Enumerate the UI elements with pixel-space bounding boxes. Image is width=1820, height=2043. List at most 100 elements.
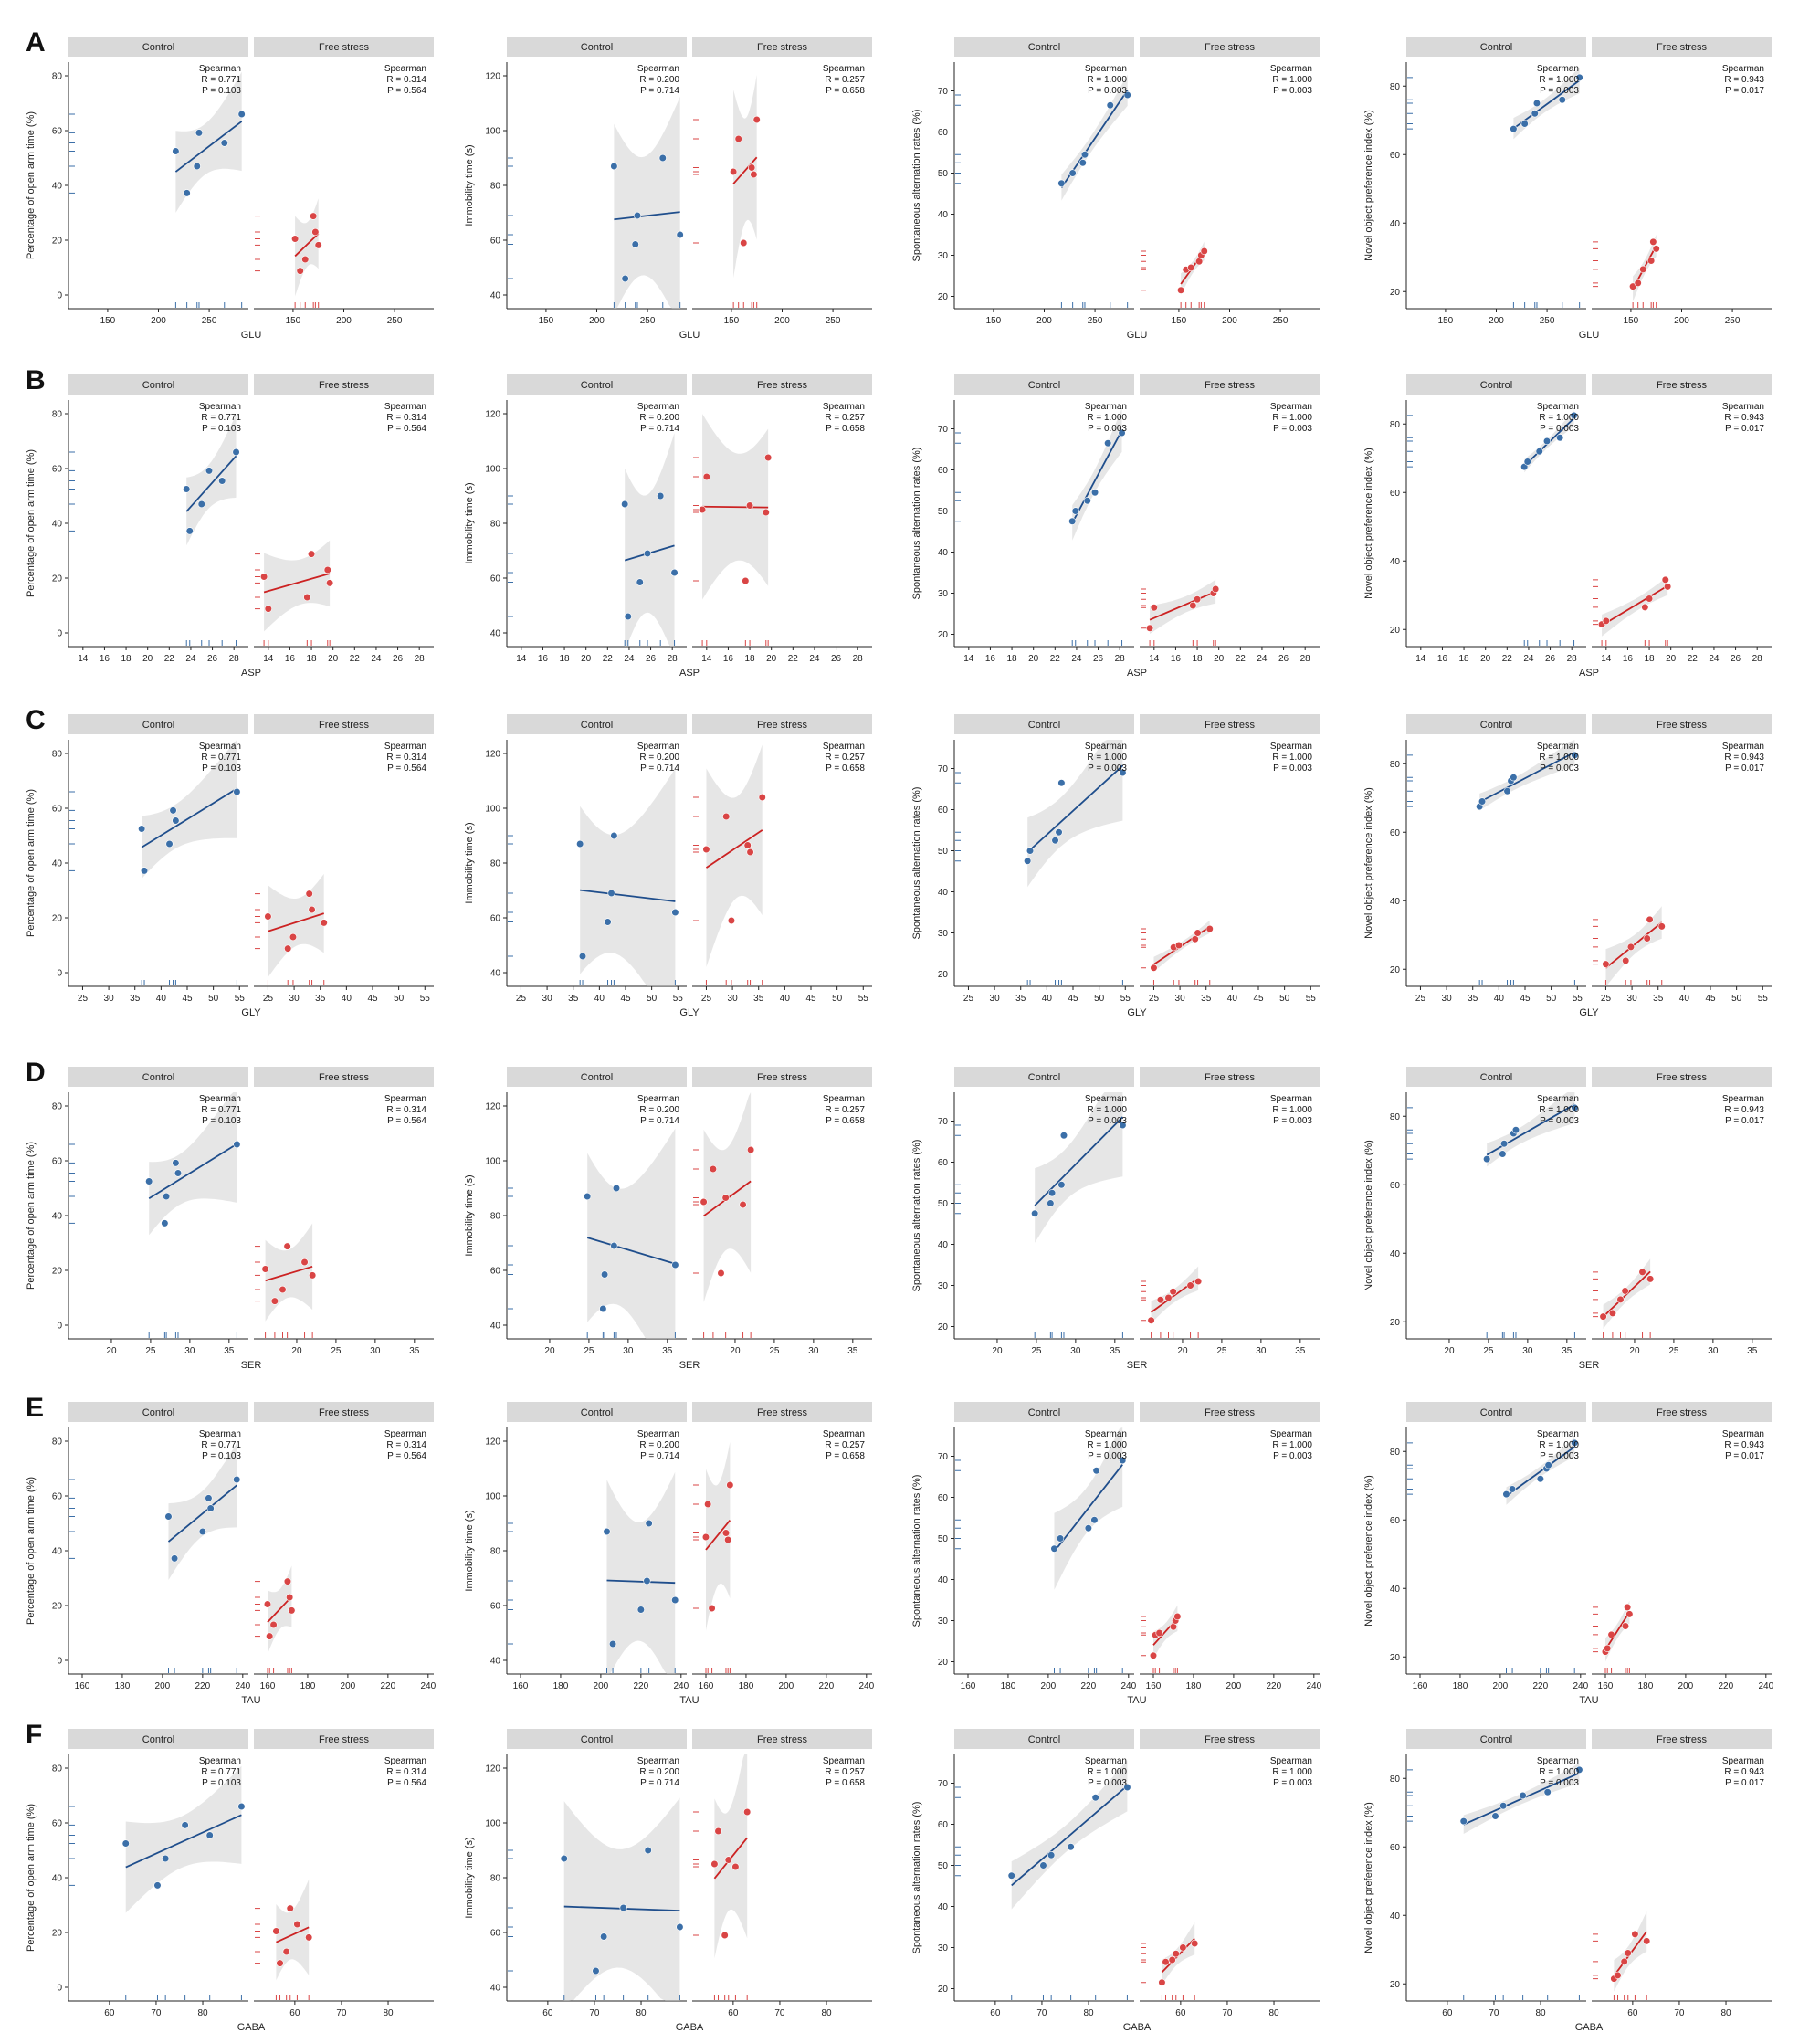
x-tick-label: 55 [235,994,246,1004]
data-point-stress [762,508,770,517]
data-point-control [1118,428,1126,437]
x-tick-label: 60 [990,2008,1001,2018]
x-tick-label: 200 [594,1681,609,1691]
data-point-stress [300,1258,309,1267]
data-point-control [1051,837,1059,845]
data-point-stress [1614,1971,1622,1979]
x-tick-label: 240 [420,1681,436,1691]
data-point-stress [698,505,707,514]
y-tick-label: 0 [57,1657,62,1667]
data-point-stress [702,845,710,854]
data-point-control [599,1304,607,1313]
y-tick-label: 50 [938,507,949,517]
y-tick-label: 40 [52,859,63,869]
stat-header-stress: Spearman [1270,1429,1312,1439]
y-tick-label: 60 [938,1493,949,1503]
stat-p-stress: P = 0.017 [1725,1116,1764,1126]
x-tick-label: 24 [1257,654,1268,664]
stat-r-stress: R = 0.257 [825,1440,865,1450]
data-point-control [1083,497,1091,505]
x-tick-label: 26 [831,654,842,664]
regression-line-stress [705,829,763,869]
stat-header-stress: Spearman [384,64,426,74]
data-point-stress [702,472,710,481]
x-tick-label: 250 [1540,316,1555,326]
facet-label-stress: Free stress [1205,720,1256,731]
facet-label-control: Control [581,1072,613,1083]
x-tick-label: 220 [634,1681,649,1691]
x-tick-label: 80 [821,2008,832,2018]
stat-p-control: P = 0.003 [1088,1116,1127,1126]
data-point-stress [303,593,311,602]
y-axis-title: Novel object preference index (%) [1363,1140,1374,1291]
stat-p-control: P = 0.714 [640,763,679,774]
x-axis-title: ASP [1127,668,1147,679]
data-point-control [165,839,174,848]
data-point-control [1068,169,1077,177]
y-tick-label: 80 [1390,760,1401,770]
data-point-stress [263,1600,272,1608]
regression-line-stress [263,573,331,594]
regression-line-control [125,1814,242,1869]
stat-p-control: P = 0.003 [1540,86,1579,96]
stat-p-stress: P = 0.564 [387,763,426,774]
data-point-control [578,952,587,961]
data-point-control [172,1159,180,1167]
data-point-control [1558,96,1566,104]
data-point-stress [1626,943,1636,951]
facet-label-control: Control [1480,720,1512,731]
data-point-control [560,1854,568,1863]
x-tick-label: 50 [208,994,219,1004]
facet-strip-control [954,1402,1134,1422]
facet-label-control: Control [1480,1407,1512,1418]
y-axis-title: Novel object preference index (%) [1363,1475,1374,1627]
data-point-stress [1608,1309,1616,1317]
data-point-stress [1191,935,1199,943]
y-tick-label: 50 [938,847,949,857]
confidence-band-stress [706,1441,731,1631]
facet-strip-control [507,1729,687,1749]
y-tick-label: 60 [490,237,501,247]
stat-r-stress: R = 0.257 [825,75,865,85]
confidence-band-control [186,414,237,546]
x-tick-label: 26 [1278,654,1289,664]
x-tick-label: 160 [513,1681,529,1691]
data-point-stress [724,1856,732,1864]
x-tick-label: 18 [1193,654,1204,664]
x-tick-label: 200 [1222,316,1237,326]
data-point-control [621,500,629,509]
facet-label-control: Control [581,380,613,391]
x-tick-label: 14 [516,654,527,664]
y-tick-label: 40 [938,210,949,220]
stat-header-stress: Spearman [1722,1094,1764,1104]
y-tick-label: 100 [485,1819,500,1829]
data-point-control [183,485,191,493]
data-point-control [1511,1126,1520,1134]
data-point-stress [1194,1277,1203,1286]
data-point-control [205,467,214,475]
panel-F-3: 20 30 40 50 60 70 Spontaneous alternation rate… [911,1729,1320,2033]
y-tick-label: 20 [1390,965,1401,975]
x-tick-label: 20 [142,654,153,664]
stat-r-control: R = 0.200 [639,753,679,763]
y-axis-title: Immobility time (s) [464,144,475,226]
panel-A-4: 20 40 60 80 Novel object preference index (%… [1363,37,1772,341]
y-tick-label: 80 [52,1764,63,1774]
data-point-control [138,825,146,833]
facet-label-control: Control [581,1407,613,1418]
x-tick-label: 30 [1627,994,1638,1004]
data-point-control [1491,1812,1499,1820]
stat-header-control: Spearman [1537,64,1579,74]
stat-r-control: R = 1.000 [1087,1105,1127,1115]
stat-header-stress: Spearman [1270,1094,1312,1104]
x-tick-label: 250 [1088,316,1103,326]
y-tick-label: 80 [490,1212,501,1222]
x-axis-title: TAU [1579,1695,1598,1706]
y-tick-label: 40 [52,1547,63,1557]
y-tick-label: 80 [490,520,501,530]
data-point-stress [1646,915,1654,923]
y-axis-title: Immobility time (s) [464,822,475,903]
y-tick-label: 120 [485,410,500,420]
data-point-control [1478,797,1487,806]
facet-strip-stress [254,1067,434,1087]
